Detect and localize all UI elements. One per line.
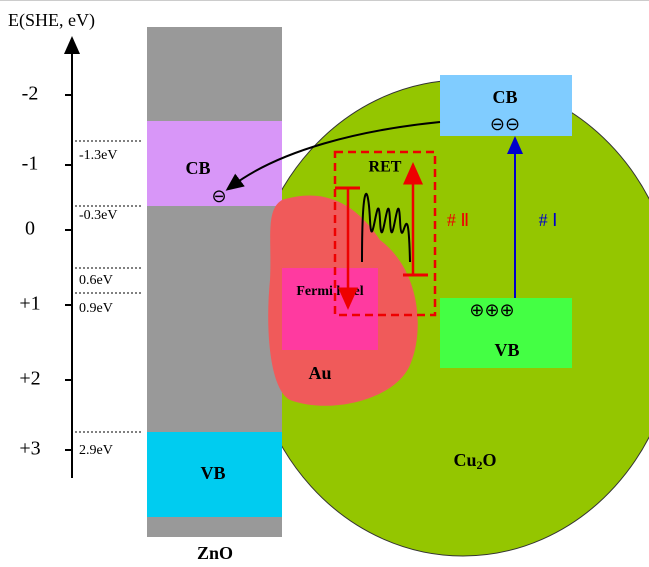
ret-label: RET <box>369 159 402 176</box>
level-label: 2.9eV <box>79 443 113 458</box>
axis-tick-label: +1 <box>19 293 40 315</box>
zno-cb-label: CB <box>185 158 210 178</box>
level-label: -0.3eV <box>79 208 118 223</box>
cu2o-vb-charge: ⊕⊕⊕ <box>469 300 514 320</box>
cu2o-label-part: O <box>483 450 497 470</box>
axis-tick-label: +3 <box>19 438 40 460</box>
zno-charge: ⊖ <box>211 186 226 206</box>
axis-label: E(SHE, eV) <box>8 10 95 31</box>
fermi-label: Fermi level <box>296 284 363 299</box>
cu2o-label-part: Cu <box>453 450 476 470</box>
diagram: CB ⊖ VB ZnO Fermi level Au RET # Ⅱ CB ⊖⊖… <box>0 0 649 567</box>
cu2o-label: Cu2O <box>453 450 496 472</box>
zno-label: ZnO <box>197 543 233 563</box>
axis-tick-label: 0 <box>25 218 35 240</box>
axis-tick-label: -1 <box>22 153 39 175</box>
level-label: 0.6eV <box>79 273 113 288</box>
path-1-label: # Ⅰ <box>539 210 558 230</box>
au-label: Au <box>308 363 331 383</box>
cu2o-cb-charge: ⊖⊖ <box>490 114 520 134</box>
level-label: -1.3eV <box>79 148 118 163</box>
path-2-label: # Ⅱ <box>447 210 469 230</box>
cu2o-vb-label: VB <box>494 340 519 360</box>
level-label: 0.9eV <box>79 301 113 316</box>
axis-tick-label: +2 <box>19 368 40 390</box>
zno-vb-label: VB <box>200 463 225 483</box>
cu2o-cb-label: CB <box>492 87 517 107</box>
fermi-level <box>282 268 378 350</box>
axis-tick-label: -2 <box>22 83 39 105</box>
